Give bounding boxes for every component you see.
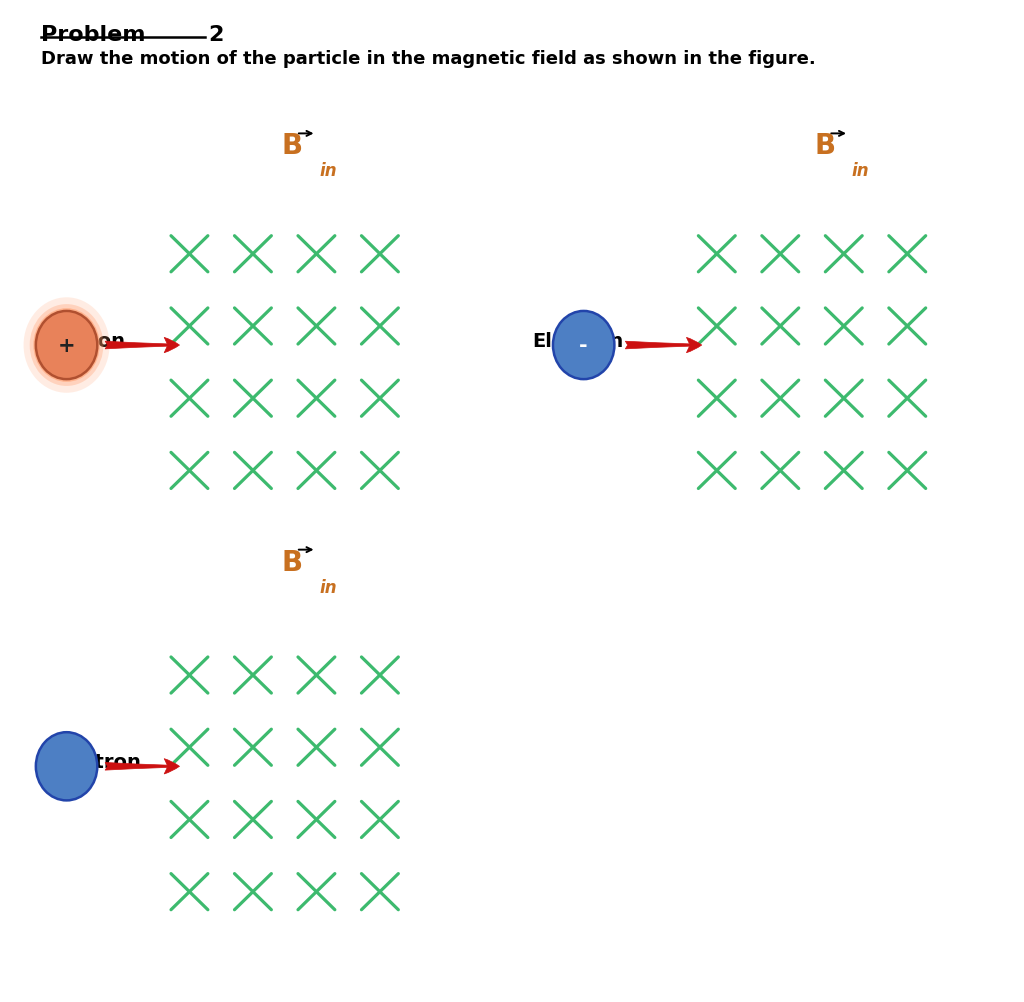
Text: Proton: Proton <box>51 332 125 350</box>
Ellipse shape <box>36 312 97 380</box>
Text: -: - <box>580 336 588 356</box>
Ellipse shape <box>24 298 110 394</box>
Text: +: + <box>57 336 76 356</box>
Text: 2: 2 <box>208 25 223 45</box>
Text: Problem: Problem <box>41 25 145 45</box>
Text: $\mathbf{B}$: $\mathbf{B}$ <box>282 548 302 576</box>
Text: in: in <box>319 162 337 180</box>
Text: Electron: Electron <box>532 332 624 350</box>
Text: in: in <box>852 162 869 180</box>
Ellipse shape <box>30 305 103 387</box>
Text: $\mathbf{B}$: $\mathbf{B}$ <box>814 132 835 160</box>
Text: Neutron: Neutron <box>51 753 141 771</box>
Ellipse shape <box>36 732 97 801</box>
Ellipse shape <box>34 309 99 383</box>
Text: in: in <box>319 578 337 596</box>
Text: Draw the motion of the particle in the magnetic field as shown in the figure.: Draw the motion of the particle in the m… <box>41 50 816 68</box>
Text: $\mathbf{B}$: $\mathbf{B}$ <box>282 132 302 160</box>
Ellipse shape <box>553 312 614 380</box>
